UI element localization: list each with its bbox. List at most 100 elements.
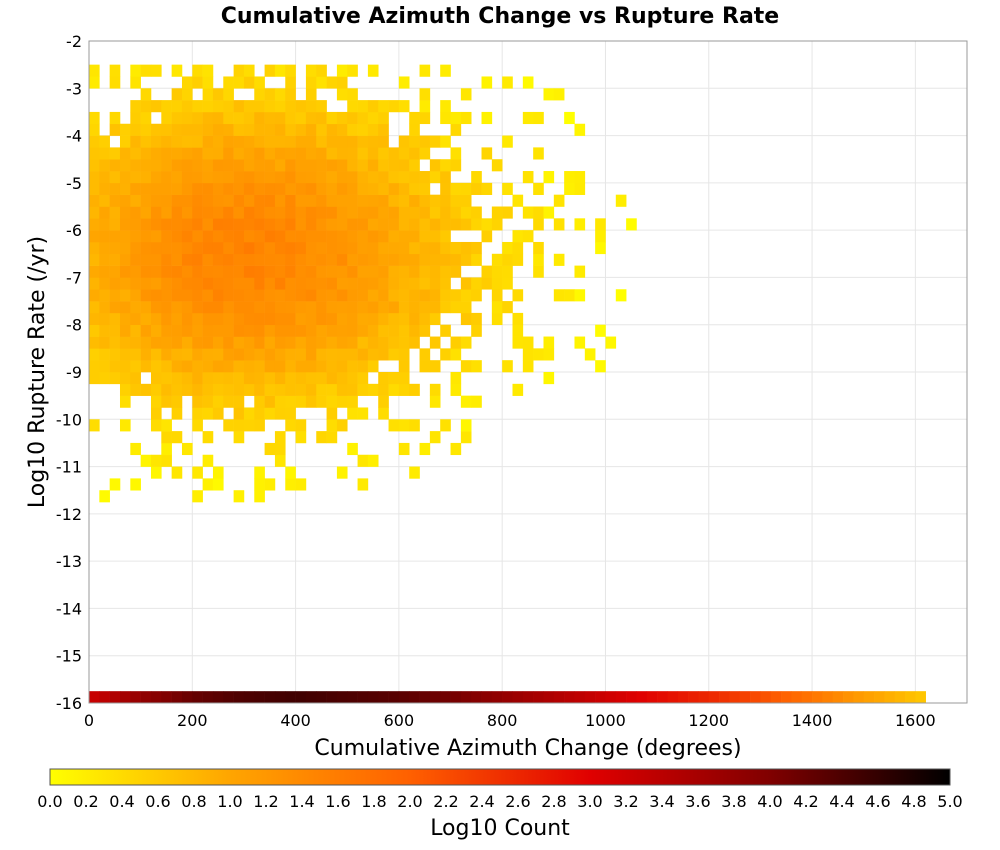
heatmap-cell	[99, 324, 110, 337]
heatmap-cell	[150, 289, 162, 302]
heatmap-cell	[89, 76, 100, 89]
heatmap-cell	[326, 312, 338, 326]
heatmap-cell	[326, 301, 338, 314]
heatmap-cell	[305, 395, 317, 408]
heatmap-cell	[140, 383, 152, 396]
heatmap-cell	[285, 100, 296, 113]
heatmap-cell	[150, 135, 162, 148]
heatmap-cell	[770, 691, 782, 703]
heatmap-cell	[223, 265, 234, 278]
heatmap-cell	[274, 372, 286, 385]
plot-border	[88, 40, 968, 704]
heatmap-cell	[336, 253, 348, 266]
heatmap-cell	[212, 312, 224, 326]
heatmap-cell	[264, 360, 276, 373]
heatmap-cell	[326, 348, 338, 361]
heatmap-cell	[646, 691, 658, 703]
heatmap-cell	[274, 159, 286, 172]
heatmap-cell	[212, 100, 224, 113]
heatmap-cell	[130, 123, 141, 136]
heatmap-cell	[502, 360, 513, 373]
heatmap-cell	[357, 324, 369, 337]
heatmap-cell	[212, 123, 224, 136]
heatmap-cell	[512, 194, 524, 207]
heatmap-cell	[99, 206, 110, 219]
heatmap-cell	[274, 88, 286, 101]
heatmap-cell	[233, 64, 245, 77]
heatmap-cell	[419, 324, 431, 337]
heatmap-cell	[192, 171, 203, 184]
heatmap-cell	[326, 135, 338, 148]
heatmap-cell	[378, 301, 389, 314]
heatmap-cell	[274, 194, 286, 207]
heatmap-cell	[243, 360, 255, 373]
heatmap-cell	[119, 171, 131, 184]
heatmap-cell	[295, 277, 307, 290]
heatmap-cell	[336, 348, 348, 361]
heatmap-cell	[367, 383, 379, 396]
heatmap-cell	[357, 135, 369, 148]
heatmap-cell	[212, 360, 224, 373]
heatmap-cell	[305, 123, 317, 136]
colorbar-label: Log10 Count	[430, 816, 570, 841]
heatmap-cell	[326, 159, 338, 172]
heatmap-cell	[388, 100, 400, 113]
heatmap-cell	[378, 395, 389, 408]
heatmap-cell	[409, 312, 420, 326]
heatmap-cell	[119, 383, 131, 396]
heatmap-cell	[295, 301, 307, 314]
heatmap-cell	[533, 265, 544, 278]
heatmap-cell	[367, 206, 379, 219]
heatmap-cell	[89, 277, 100, 290]
heatmap-cell	[264, 289, 276, 302]
heatmap-cell	[89, 336, 100, 349]
heatmap-cell	[305, 253, 317, 266]
heatmap-cell	[109, 324, 121, 337]
heatmap-cell	[130, 289, 141, 302]
heatmap-cell	[285, 277, 296, 290]
heatmap-cell	[109, 230, 121, 243]
heatmap-cell	[574, 171, 586, 184]
heatmap-cell	[212, 301, 224, 314]
heatmap-cell	[161, 206, 172, 219]
heatmap-cell	[512, 336, 524, 349]
heatmap-cell	[223, 88, 234, 101]
colorbar-tick-label: 3.6	[685, 792, 710, 811]
heatmap-cell	[274, 64, 286, 77]
heatmap-cell	[161, 194, 172, 207]
heatmap-cell	[388, 230, 400, 243]
heatmap-cell	[243, 289, 255, 302]
heatmap-cell	[481, 265, 493, 278]
heatmap-cell	[481, 111, 493, 125]
heatmap-cell	[564, 691, 575, 703]
heatmap-cell	[450, 383, 462, 396]
heatmap-cell	[254, 348, 265, 361]
heatmap-cell	[264, 218, 276, 231]
heatmap-cell	[388, 372, 400, 385]
heatmap-cell	[378, 171, 389, 184]
heatmap-cell	[326, 206, 338, 219]
heatmap-cell	[285, 253, 296, 266]
heatmap-cell	[450, 442, 462, 456]
heatmap-cell	[243, 253, 255, 266]
x-tick-label: 1000	[585, 711, 626, 730]
heatmap-cell	[140, 194, 152, 207]
heatmap-cell	[460, 277, 472, 290]
heatmap-cell	[161, 230, 172, 243]
heatmap-cell	[285, 324, 296, 337]
heatmap-cell	[285, 88, 296, 101]
heatmap-cell	[233, 289, 245, 302]
heatmap-cell	[109, 336, 121, 349]
y-tick-label: -13	[56, 552, 82, 571]
heatmap-cell	[285, 265, 296, 278]
heatmap-cell	[202, 100, 214, 113]
heatmap-cell	[481, 147, 493, 160]
heatmap-cell	[171, 312, 183, 326]
heatmap-cell	[326, 419, 338, 432]
heatmap-cell	[429, 218, 441, 231]
heatmap-cell	[150, 182, 162, 195]
heatmap-cell	[409, 289, 420, 302]
heatmap-cell	[89, 691, 100, 703]
heatmap-cell	[150, 372, 162, 385]
heatmap-cell	[140, 218, 152, 231]
